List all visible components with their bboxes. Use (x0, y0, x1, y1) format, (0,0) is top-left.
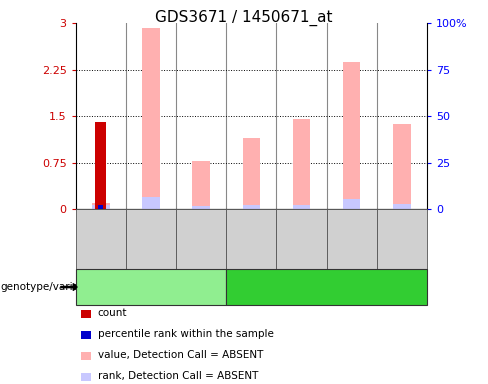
Bar (142, 28, 160, 209)
Bar (293, 205, 310, 209)
Bar (243, 138, 260, 209)
Text: apolipoprotein E-deficient
(apoE-/-) mother: apolipoprotein E-deficient (apoE-/-) mot… (259, 276, 394, 298)
Text: value, Detection Call = ABSENT: value, Detection Call = ABSENT (98, 350, 263, 360)
Bar (293, 119, 310, 209)
Text: GSM142369: GSM142369 (146, 212, 156, 266)
Text: GSM142380: GSM142380 (397, 212, 407, 266)
Text: genotype/variation: genotype/variation (0, 282, 99, 292)
Bar (142, 197, 160, 209)
Text: GSM142372: GSM142372 (247, 212, 256, 266)
Bar (243, 205, 260, 209)
Text: GSM142376: GSM142376 (347, 212, 356, 266)
Text: count: count (98, 308, 127, 318)
Bar (393, 204, 411, 209)
Bar (192, 206, 210, 209)
Bar (98, 205, 103, 209)
Bar (343, 61, 361, 209)
Text: wildtype (apoE+/+) mother: wildtype (apoE+/+) mother (84, 282, 218, 292)
Bar (92, 205, 109, 209)
Text: GSM142370: GSM142370 (197, 212, 205, 266)
Bar (343, 199, 361, 209)
Text: percentile rank within the sample: percentile rank within the sample (98, 329, 273, 339)
Bar (393, 124, 411, 209)
Bar (192, 162, 210, 209)
Text: GDS3671 / 1450671_at: GDS3671 / 1450671_at (155, 10, 333, 26)
Bar (95, 122, 106, 209)
Text: GSM142374: GSM142374 (297, 212, 306, 266)
Bar (92, 203, 109, 209)
Text: GSM142367: GSM142367 (96, 212, 105, 266)
Text: rank, Detection Call = ABSENT: rank, Detection Call = ABSENT (98, 371, 258, 381)
